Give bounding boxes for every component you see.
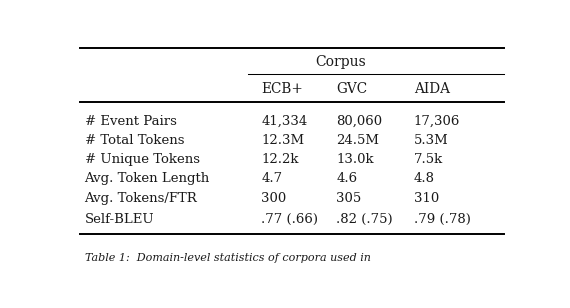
Text: 300: 300 xyxy=(261,192,287,205)
Text: 305: 305 xyxy=(336,192,361,205)
Text: 17,306: 17,306 xyxy=(414,115,460,128)
Text: 4.6: 4.6 xyxy=(336,172,357,184)
Text: 5.3M: 5.3M xyxy=(414,134,449,147)
Text: # Unique Tokens: # Unique Tokens xyxy=(84,152,200,166)
Text: Avg. Token Length: Avg. Token Length xyxy=(84,172,210,184)
Text: ECB+: ECB+ xyxy=(261,82,303,96)
Text: .79 (.78): .79 (.78) xyxy=(414,213,470,226)
Text: 41,334: 41,334 xyxy=(261,115,307,128)
Text: 7.5k: 7.5k xyxy=(414,152,443,166)
Text: .77 (.66): .77 (.66) xyxy=(261,213,318,226)
Text: # Total Tokens: # Total Tokens xyxy=(84,134,184,147)
Text: GVC: GVC xyxy=(336,82,368,96)
Text: 24.5M: 24.5M xyxy=(336,134,379,147)
Text: 4.8: 4.8 xyxy=(414,172,434,184)
Text: Avg. Tokens/FTR: Avg. Tokens/FTR xyxy=(84,192,197,205)
Text: AIDA: AIDA xyxy=(414,82,450,96)
Text: 12.3M: 12.3M xyxy=(261,134,304,147)
Text: 13.0k: 13.0k xyxy=(336,152,374,166)
Text: 4.7: 4.7 xyxy=(261,172,282,184)
Text: Table 1:  Domain-level statistics of corpora used in: Table 1: Domain-level statistics of corp… xyxy=(84,253,370,263)
Text: Corpus: Corpus xyxy=(315,55,366,69)
Text: 80,060: 80,060 xyxy=(336,115,382,128)
Text: .82 (.75): .82 (.75) xyxy=(336,213,393,226)
Text: 12.2k: 12.2k xyxy=(261,152,299,166)
Text: Self-BLEU: Self-BLEU xyxy=(84,213,154,226)
Text: 310: 310 xyxy=(414,192,439,205)
Text: # Event Pairs: # Event Pairs xyxy=(84,115,176,128)
